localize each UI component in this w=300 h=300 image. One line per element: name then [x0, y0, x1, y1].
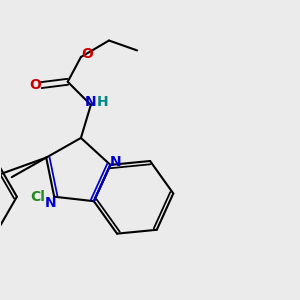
Text: H: H [97, 94, 108, 109]
Text: O: O [29, 78, 40, 92]
Text: N: N [85, 94, 97, 109]
Text: N: N [110, 154, 121, 169]
Text: Cl: Cl [30, 190, 45, 204]
Text: N: N [45, 196, 57, 210]
Text: O: O [82, 47, 94, 61]
